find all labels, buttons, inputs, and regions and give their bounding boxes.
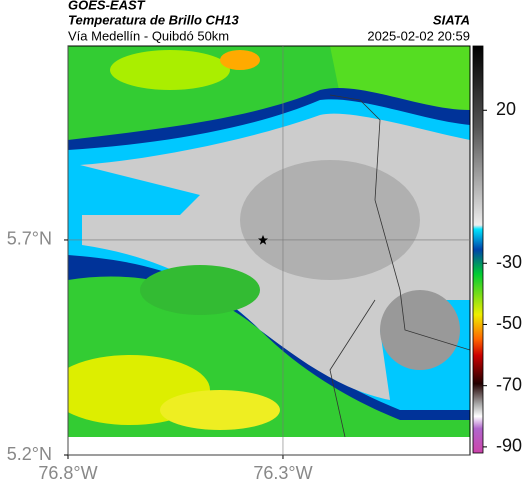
source: GOES-EAST: [68, 0, 146, 12]
graticule: [64, 46, 470, 459]
x-tick-label: 76.3°W: [253, 463, 312, 483]
location-marker: [258, 235, 268, 245]
colorbar-ticks: 20 -30 -50 -70 -90: [483, 99, 522, 456]
satellite-image: [68, 46, 470, 437]
colorbar-tick-label: -30: [496, 252, 522, 272]
brand: SIATA: [433, 12, 470, 27]
x-tick-label: 76.8°W: [38, 463, 97, 483]
datetime: 2025-02-02 20:59: [367, 28, 470, 43]
colorbar-tick-label: 20: [496, 99, 516, 119]
y-tick-label: 5.2°N: [7, 444, 52, 464]
region: Vía Medellín - Quibdó 50km: [68, 28, 229, 43]
colorbar-tick-label: -90: [496, 436, 522, 456]
colorbar-tick-label: -50: [496, 313, 522, 333]
y-tick-label: 5.7°N: [7, 229, 52, 249]
product: Temperatura de Brillo CH13: [68, 12, 240, 27]
colorbar: [472, 45, 484, 454]
colorbar-tick-label: -70: [496, 374, 522, 394]
